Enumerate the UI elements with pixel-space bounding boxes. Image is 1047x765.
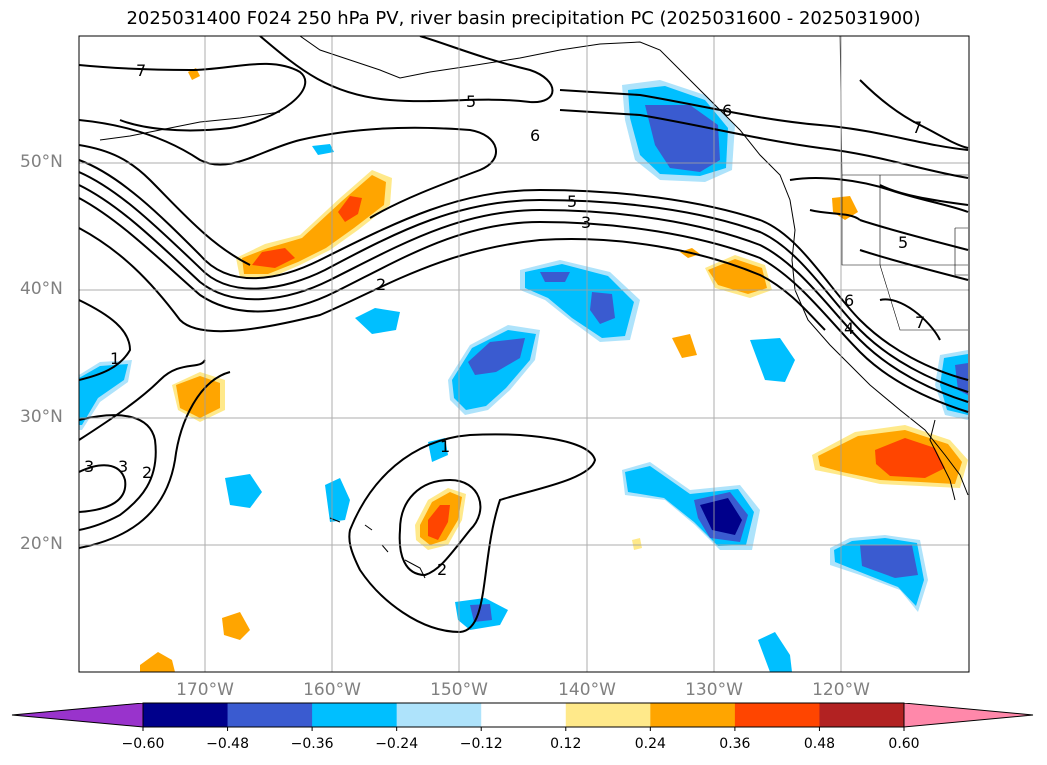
colorbar-segment bbox=[819, 703, 905, 727]
contour-label: 5 bbox=[898, 233, 908, 252]
lat-label-30n: 30°N bbox=[20, 407, 63, 427]
contour-label: 7 bbox=[136, 61, 146, 80]
contour-label: 3 bbox=[84, 457, 94, 476]
precip-field-hawaii-orange bbox=[415, 488, 466, 550]
colorbar-segment bbox=[481, 703, 567, 727]
colorbar-tick-label: −0.48 bbox=[206, 736, 249, 752]
lat-label-50n: 50°N bbox=[20, 152, 63, 172]
lat-label-20n: 20°N bbox=[20, 534, 63, 554]
precip-field-small-cells bbox=[79, 68, 968, 672]
contour-label: 6 bbox=[844, 291, 854, 310]
colorbar-segment bbox=[396, 703, 482, 727]
contour-label: 2 bbox=[142, 463, 152, 482]
contour-label: 7 bbox=[915, 313, 925, 332]
contour-label: 6 bbox=[722, 101, 732, 120]
colorbar-tick-label: 0.48 bbox=[803, 736, 836, 752]
contour-label: 1 bbox=[440, 437, 450, 456]
contour-label: 6 bbox=[530, 126, 540, 145]
contour-label: 7 bbox=[912, 118, 922, 137]
lon-label-130w: 130°W bbox=[685, 680, 743, 700]
colorbar-tick-label: −0.36 bbox=[290, 736, 334, 752]
precip-field-central-blue bbox=[520, 260, 640, 342]
lon-label-140w: 140°W bbox=[558, 680, 616, 700]
colorbar-segment bbox=[227, 703, 313, 727]
precip-field-pacific-orange-band bbox=[236, 170, 392, 278]
colorbar-extend-high bbox=[904, 703, 1033, 727]
lon-label-120w: 120°W bbox=[812, 680, 870, 700]
contour-label: 2 bbox=[437, 560, 447, 579]
colorbar-segment bbox=[734, 703, 820, 727]
colorbar-segment bbox=[565, 703, 651, 727]
precip-field-southeast-blue bbox=[830, 535, 928, 612]
pv-contours bbox=[79, 36, 969, 634]
lon-label-150w: 150°W bbox=[430, 680, 488, 700]
colorbar-tick-label: 0.60 bbox=[888, 736, 920, 752]
contour-labels: 7 5 6 6 5 3 2 1 3 3 2 1 2 5 6 4 7 7 bbox=[84, 61, 925, 579]
colorbar-segment bbox=[312, 703, 398, 727]
precip-field-mid-blue bbox=[448, 325, 540, 415]
coastline bbox=[99, 36, 969, 579]
lat-label-40n: 40°N bbox=[20, 279, 63, 299]
precip-field-subtropical-blue bbox=[622, 462, 760, 550]
lon-label-160w: 160°W bbox=[303, 680, 361, 700]
colorbar-segment bbox=[143, 703, 229, 727]
colorbar-extend-low bbox=[12, 703, 143, 727]
contour-label: 5 bbox=[567, 192, 577, 211]
contour-label: 5 bbox=[466, 92, 476, 111]
contour-label: 1 bbox=[110, 349, 120, 368]
colorbar-tick-label: 0.36 bbox=[719, 736, 751, 752]
contour-label: 2 bbox=[376, 275, 386, 294]
contour-label: 3 bbox=[118, 457, 128, 476]
colorbar-tick-label: −0.12 bbox=[459, 736, 503, 752]
map-title: 2025031400 F024 250 hPa PV, river basin … bbox=[126, 8, 921, 29]
lon-label-170w: 170°W bbox=[176, 680, 234, 700]
contour-label: 4 bbox=[844, 319, 854, 338]
precip-field-gulf-alaska-blue bbox=[622, 80, 735, 182]
gridlines bbox=[79, 36, 969, 672]
map-plot: 7 5 6 6 5 3 2 1 3 3 2 1 2 5 6 4 7 7 bbox=[78, 35, 970, 673]
colorbar-tick-label: 0.12 bbox=[550, 736, 582, 752]
colorbar-segment bbox=[650, 703, 736, 727]
contour-label: 3 bbox=[581, 213, 591, 232]
colorbar-tick-label: −0.24 bbox=[375, 736, 419, 752]
colorbar-tick-label: −0.60 bbox=[121, 736, 165, 752]
precip-field-baja-orange bbox=[812, 425, 968, 488]
plot-frame bbox=[78, 35, 970, 673]
colorbar-tick-label: 0.24 bbox=[634, 736, 666, 752]
